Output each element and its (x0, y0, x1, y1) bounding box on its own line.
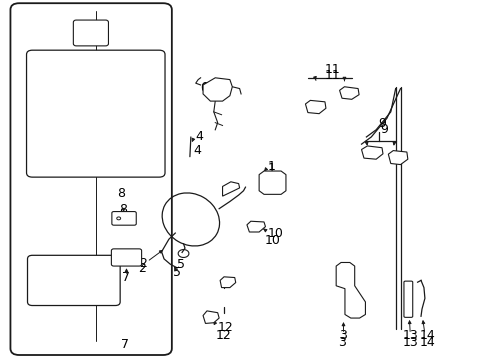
FancyBboxPatch shape (403, 281, 412, 318)
Text: 7: 7 (121, 338, 129, 351)
Text: 13: 13 (402, 336, 417, 349)
Text: 4: 4 (193, 144, 201, 157)
Polygon shape (222, 182, 239, 196)
FancyBboxPatch shape (112, 212, 136, 225)
Text: 6: 6 (200, 82, 208, 95)
Text: 4: 4 (195, 130, 203, 144)
Text: 1: 1 (267, 160, 275, 173)
Text: 9: 9 (378, 117, 386, 130)
Polygon shape (361, 146, 382, 159)
Text: 6: 6 (200, 81, 208, 94)
Polygon shape (339, 87, 358, 99)
Polygon shape (305, 100, 325, 114)
Polygon shape (259, 171, 285, 194)
Text: 2: 2 (139, 257, 147, 270)
Text: 1: 1 (267, 162, 275, 175)
Text: 8: 8 (118, 187, 125, 200)
Text: 10: 10 (267, 226, 283, 239)
Text: 11: 11 (324, 63, 340, 76)
Text: 8: 8 (120, 203, 127, 216)
FancyBboxPatch shape (10, 3, 171, 355)
Text: 2: 2 (138, 262, 146, 275)
Text: 5: 5 (177, 258, 185, 271)
FancyBboxPatch shape (27, 255, 120, 306)
Text: 3: 3 (337, 336, 345, 349)
Text: 10: 10 (264, 234, 280, 247)
Text: 7: 7 (122, 271, 130, 284)
Text: 14: 14 (419, 336, 434, 349)
Text: 11: 11 (324, 69, 340, 82)
Text: 5: 5 (173, 266, 181, 279)
Text: 13: 13 (402, 329, 417, 342)
Text: 9: 9 (379, 123, 387, 136)
Polygon shape (335, 262, 365, 318)
Polygon shape (220, 277, 235, 288)
FancyBboxPatch shape (73, 20, 108, 46)
Text: 12: 12 (215, 329, 230, 342)
Text: 12: 12 (217, 320, 233, 333)
Polygon shape (387, 150, 407, 165)
Text: 14: 14 (419, 329, 434, 342)
Polygon shape (203, 311, 219, 323)
FancyBboxPatch shape (26, 50, 164, 177)
Polygon shape (203, 78, 232, 101)
Polygon shape (246, 221, 265, 232)
FancyBboxPatch shape (111, 249, 142, 266)
Text: 3: 3 (339, 329, 346, 342)
